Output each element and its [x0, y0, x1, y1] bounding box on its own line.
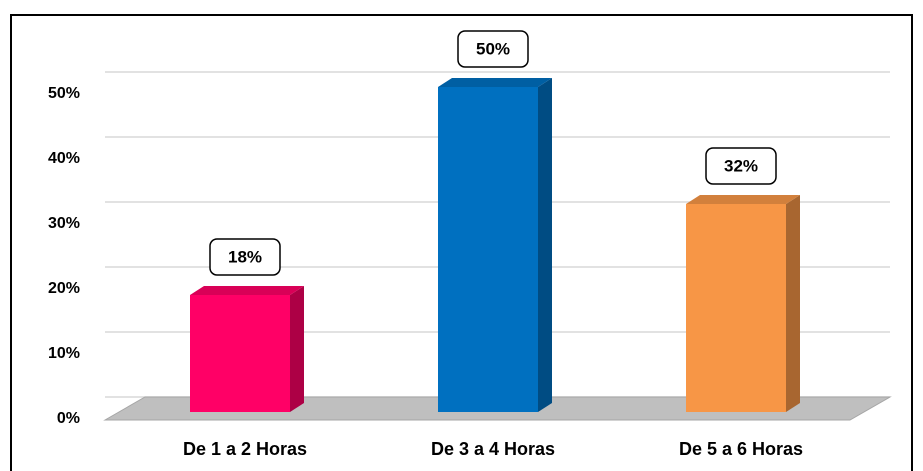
y-tick-label: 0% [57, 410, 80, 427]
bar-top [190, 286, 304, 295]
x-tick-label: De 1 a 2 Horas [183, 439, 307, 459]
data-label: 50% [476, 39, 510, 58]
y-tick-label: 20% [48, 280, 80, 297]
data-label-box [457, 30, 529, 68]
data-label-box [209, 238, 281, 276]
y-tick-label: 40% [48, 150, 80, 167]
x-tick-label: De 3 a 4 Horas [431, 439, 555, 459]
y-tick-label: 50% [48, 85, 80, 102]
bar-side [290, 286, 304, 412]
bar-top [686, 195, 800, 204]
bar-side [786, 195, 800, 412]
data-label: 18% [228, 247, 262, 266]
data-label-box [705, 147, 777, 185]
x-tick-label: De 5 a 6 Horas [679, 439, 803, 459]
bar [438, 87, 538, 412]
data-label: 32% [724, 156, 758, 175]
bar [686, 204, 786, 412]
y-tick-label: 10% [48, 345, 80, 362]
bar-side [538, 78, 552, 412]
bar [190, 295, 290, 412]
y-tick-label: 30% [48, 215, 80, 232]
bar-top [438, 78, 552, 87]
